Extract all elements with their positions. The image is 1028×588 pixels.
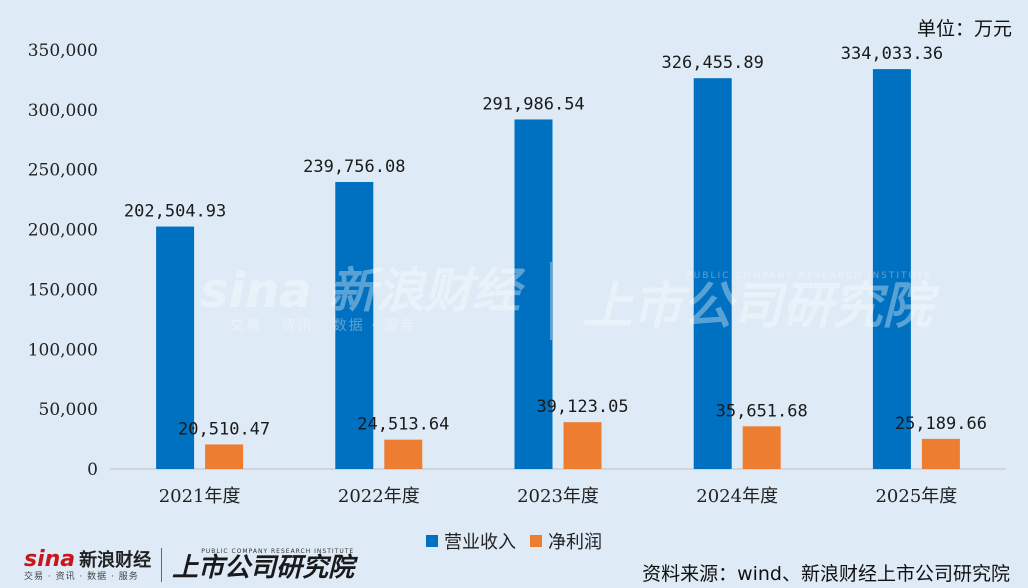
data-label-net-profit: 24,513.64 xyxy=(357,415,449,435)
x-category-label: 2025年度 xyxy=(875,486,957,507)
y-tick-label: 0 xyxy=(87,460,98,480)
bar-revenue xyxy=(156,226,195,469)
legend-swatch-revenue xyxy=(426,535,438,547)
data-label-net-profit: 35,651.68 xyxy=(716,401,808,421)
x-category-label: 2022年度 xyxy=(338,486,420,507)
sina-finance-tagline: 交易 · 资讯 · 数据 · 服务 xyxy=(24,571,139,582)
y-tick-label: 250,000 xyxy=(28,161,98,181)
bar-revenue xyxy=(514,119,553,469)
legend-item-revenue: 营业收入 xyxy=(426,528,516,554)
sina-finance-logo: sina 新浪财经 交易 · 资讯 · 数据 · 服务 xyxy=(24,546,152,582)
bar-revenue xyxy=(872,69,911,469)
brand-divider xyxy=(161,548,163,582)
x-category-label: 2021年度 xyxy=(159,486,241,507)
bar-net-profit xyxy=(921,438,960,469)
data-label-revenue: 202,504.93 xyxy=(124,202,226,222)
x-category-label: 2024年度 xyxy=(696,486,778,507)
data-label-net-profit: 20,510.47 xyxy=(178,419,270,439)
data-label-net-profit: 39,123.05 xyxy=(536,397,628,417)
y-tick-label: 50,000 xyxy=(39,400,98,420)
sina-finance-name: 新浪财经 xyxy=(79,549,152,571)
data-label-revenue: 239,756.08 xyxy=(303,157,405,177)
y-tick-label: 150,000 xyxy=(28,280,98,300)
bar-net-profit xyxy=(742,426,781,469)
y-tick-label: 300,000 xyxy=(28,101,98,121)
bar-net-profit xyxy=(205,444,244,469)
institute-english-name: PUBLIC COMPANY RESEARCH INSTITUTE xyxy=(201,548,355,555)
brand-footer: sina 新浪财经 交易 · 资讯 · 数据 · 服务 PUBLIC COMPA… xyxy=(24,548,354,582)
data-label-net-profit: 25,189.66 xyxy=(895,414,987,434)
bar-revenue xyxy=(335,181,374,469)
bar-revenue xyxy=(693,78,732,469)
chart-legend: 营业收入 净利润 xyxy=(0,528,1028,554)
bar-net-profit xyxy=(563,422,602,469)
data-label-revenue: 326,455.89 xyxy=(662,53,764,73)
institute-name: 上市公司研究院 xyxy=(172,553,355,583)
y-tick-label: 200,000 xyxy=(28,221,98,241)
bar-net-profit xyxy=(384,439,423,469)
x-category-label: 2023年度 xyxy=(517,486,599,507)
institute-logo: PUBLIC COMPANY RESEARCH INSTITUTE 上市公司研究… xyxy=(172,548,355,583)
y-tick-label: 100,000 xyxy=(28,340,98,360)
legend-swatch-net-profit xyxy=(530,535,542,547)
unit-label: 单位：万元 xyxy=(916,18,1012,40)
legend-label-revenue: 营业收入 xyxy=(444,532,516,553)
legend-item-net-profit: 净利润 xyxy=(530,528,602,554)
y-tick-label: 350,000 xyxy=(28,41,98,61)
source-note: 资料来源：wind、新浪财经上市公司研究院 xyxy=(642,563,1010,585)
data-label-revenue: 291,986.54 xyxy=(482,94,584,114)
data-label-revenue: 334,033.36 xyxy=(841,44,943,64)
legend-label-net-profit: 净利润 xyxy=(548,532,602,553)
sina-logo-mark: sina xyxy=(24,546,76,572)
